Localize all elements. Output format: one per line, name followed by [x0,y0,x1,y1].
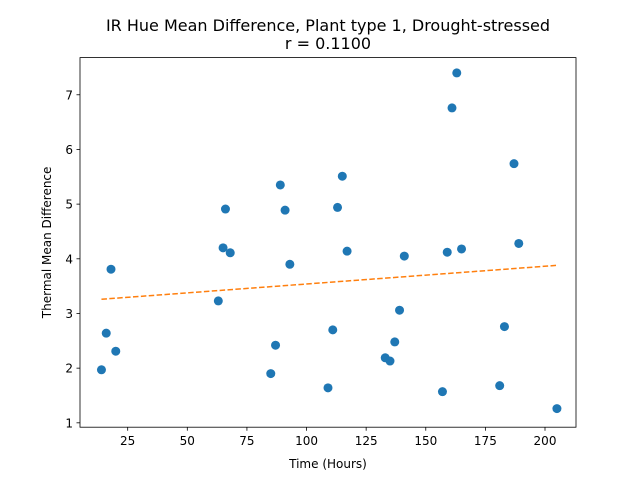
y-tick-label: 1 [65,416,73,430]
x-tick-label: 100 [295,434,318,448]
data-point-10 [271,340,281,350]
data-point-14 [323,383,333,393]
data-point-31 [509,159,519,169]
data-point-21 [390,337,400,347]
data-point-4 [111,346,121,356]
data-point-9 [266,369,276,379]
data-point-3 [106,264,116,274]
axes-frame [79,57,577,428]
data-point-17 [337,171,347,181]
y-tick-label: 3 [65,307,73,321]
data-point-11 [275,180,285,190]
x-tick-label: 50 [180,434,195,448]
data-point-30 [499,322,509,332]
x-tick-label: 175 [474,434,497,448]
y-tick-label: 4 [65,252,73,266]
data-point-13 [285,259,295,269]
data-point-32 [514,238,524,248]
trend-line [101,264,557,301]
data-point-23 [399,251,409,261]
y-tick-label: 2 [65,362,73,376]
data-point-6 [218,243,228,253]
data-point-27 [452,68,462,78]
x-tick-label: 25 [120,434,135,448]
data-point-1 [96,365,106,375]
y-axis-label: Thermal Mean Difference [40,167,54,320]
data-point-18 [342,246,352,256]
x-tick-label: 75 [239,434,254,448]
data-point-25 [442,247,452,257]
chart-subtitle: r = 0.1100 [285,34,371,53]
data-point-28 [457,244,467,254]
data-point-16 [333,202,343,212]
data-point-29 [495,381,505,391]
chart-title: IR Hue Mean Difference, Plant type 1, Dr… [106,16,550,35]
data-point-8 [225,248,235,258]
data-point-7 [220,204,230,214]
data-point-26 [447,103,457,113]
x-axis-label: Time (Hours) [288,457,367,471]
data-point-2 [101,328,111,338]
y-axis: 1 2 3 4 5 6 7 [65,88,80,430]
plot-area [96,68,562,414]
data-point-22 [395,305,405,315]
x-tick-label: 125 [355,434,378,448]
data-point-24 [437,387,447,397]
data-point-12 [280,205,290,215]
data-point-20 [385,356,395,366]
y-tick-label: 6 [65,143,73,157]
x-tick-label: 150 [414,434,437,448]
data-point-33 [552,404,562,414]
x-axis: 25 50 75 100 125 150 175 200 [120,427,556,448]
x-tick-label: 200 [534,434,557,448]
y-tick-label: 5 [65,198,73,212]
data-point-5 [213,296,223,306]
data-point-15 [328,325,338,335]
y-tick-label: 7 [65,88,73,102]
